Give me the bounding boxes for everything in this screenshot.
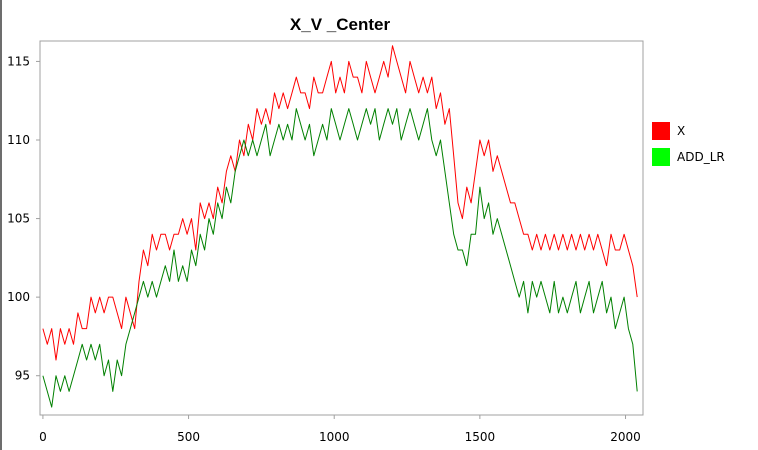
y-tick-label: 115: [7, 54, 30, 68]
x-tick-label: 1500: [465, 430, 496, 444]
x-tick-label: 0: [39, 430, 47, 444]
legend-label: X: [677, 124, 685, 138]
legend-label: ADD_LR: [677, 150, 725, 164]
chart-title: X_V _Center: [290, 15, 391, 34]
plot-area: [39, 40, 644, 416]
y-tick-label: 110: [7, 133, 30, 147]
legend-swatch: [652, 148, 670, 166]
y-tick-label: 100: [7, 290, 30, 304]
legend-swatch: [652, 122, 670, 140]
x-tick-label: 500: [177, 430, 200, 444]
window-left-border: [0, 0, 2, 450]
y-tick-label: 105: [7, 212, 30, 226]
y-tick-label: 95: [15, 369, 30, 383]
series-line-x: [42, 45, 638, 361]
x-tick-label: 2000: [610, 430, 641, 444]
x-tick-label: 1000: [319, 430, 350, 444]
series-line-add-lr: [42, 108, 638, 408]
